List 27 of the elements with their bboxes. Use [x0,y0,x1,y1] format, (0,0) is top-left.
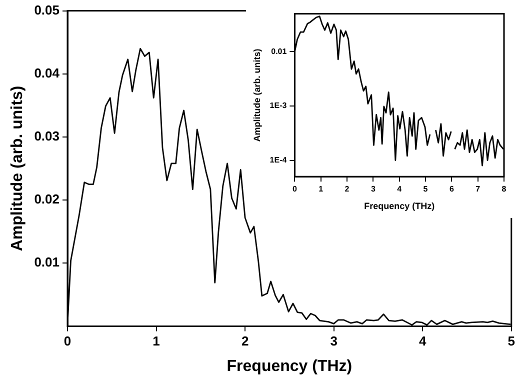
y-tick-label: 0.05 [34,2,60,18]
x-tick-label: 2 [344,184,350,194]
x-tick-label: 4 [397,184,402,194]
x-tick-label: 4 [418,334,427,349]
y-axis-title: Amplitude (arb. units) [252,48,262,142]
y-tick-label: 0.02 [34,192,60,207]
x-tick-label: 8 [502,184,507,194]
x-axis-title: Frequency (THz) [364,201,435,212]
y-tick-label: 0.01 [271,46,288,56]
x-tick-label: 7 [476,184,481,194]
x-tick-label: 3 [370,184,376,194]
y-tick-label: 0.04 [34,65,60,80]
y-axis-title: Amplitude (arb. units) [9,86,26,252]
x-tick-label: 0 [292,184,298,194]
x-tick-label: 1 [318,184,324,194]
y-tick-label: 0.03 [34,128,60,144]
x-tick-label: 2 [241,334,249,349]
x-tick-label: 5 [508,334,515,349]
x-tick-label: 0 [64,334,72,349]
x-tick-label: 5 [423,184,428,194]
y-tick-label: 1E-3 [270,101,288,110]
x-tick-label: 6 [449,184,454,194]
x-tick-label: 3 [330,334,338,349]
x-tick-label: 1 [152,334,160,349]
y-tick-label: 1E-4 [270,155,288,164]
y-tick-label: 0.01 [34,254,60,270]
x-axis-title: Frequency (THz) [226,358,352,375]
